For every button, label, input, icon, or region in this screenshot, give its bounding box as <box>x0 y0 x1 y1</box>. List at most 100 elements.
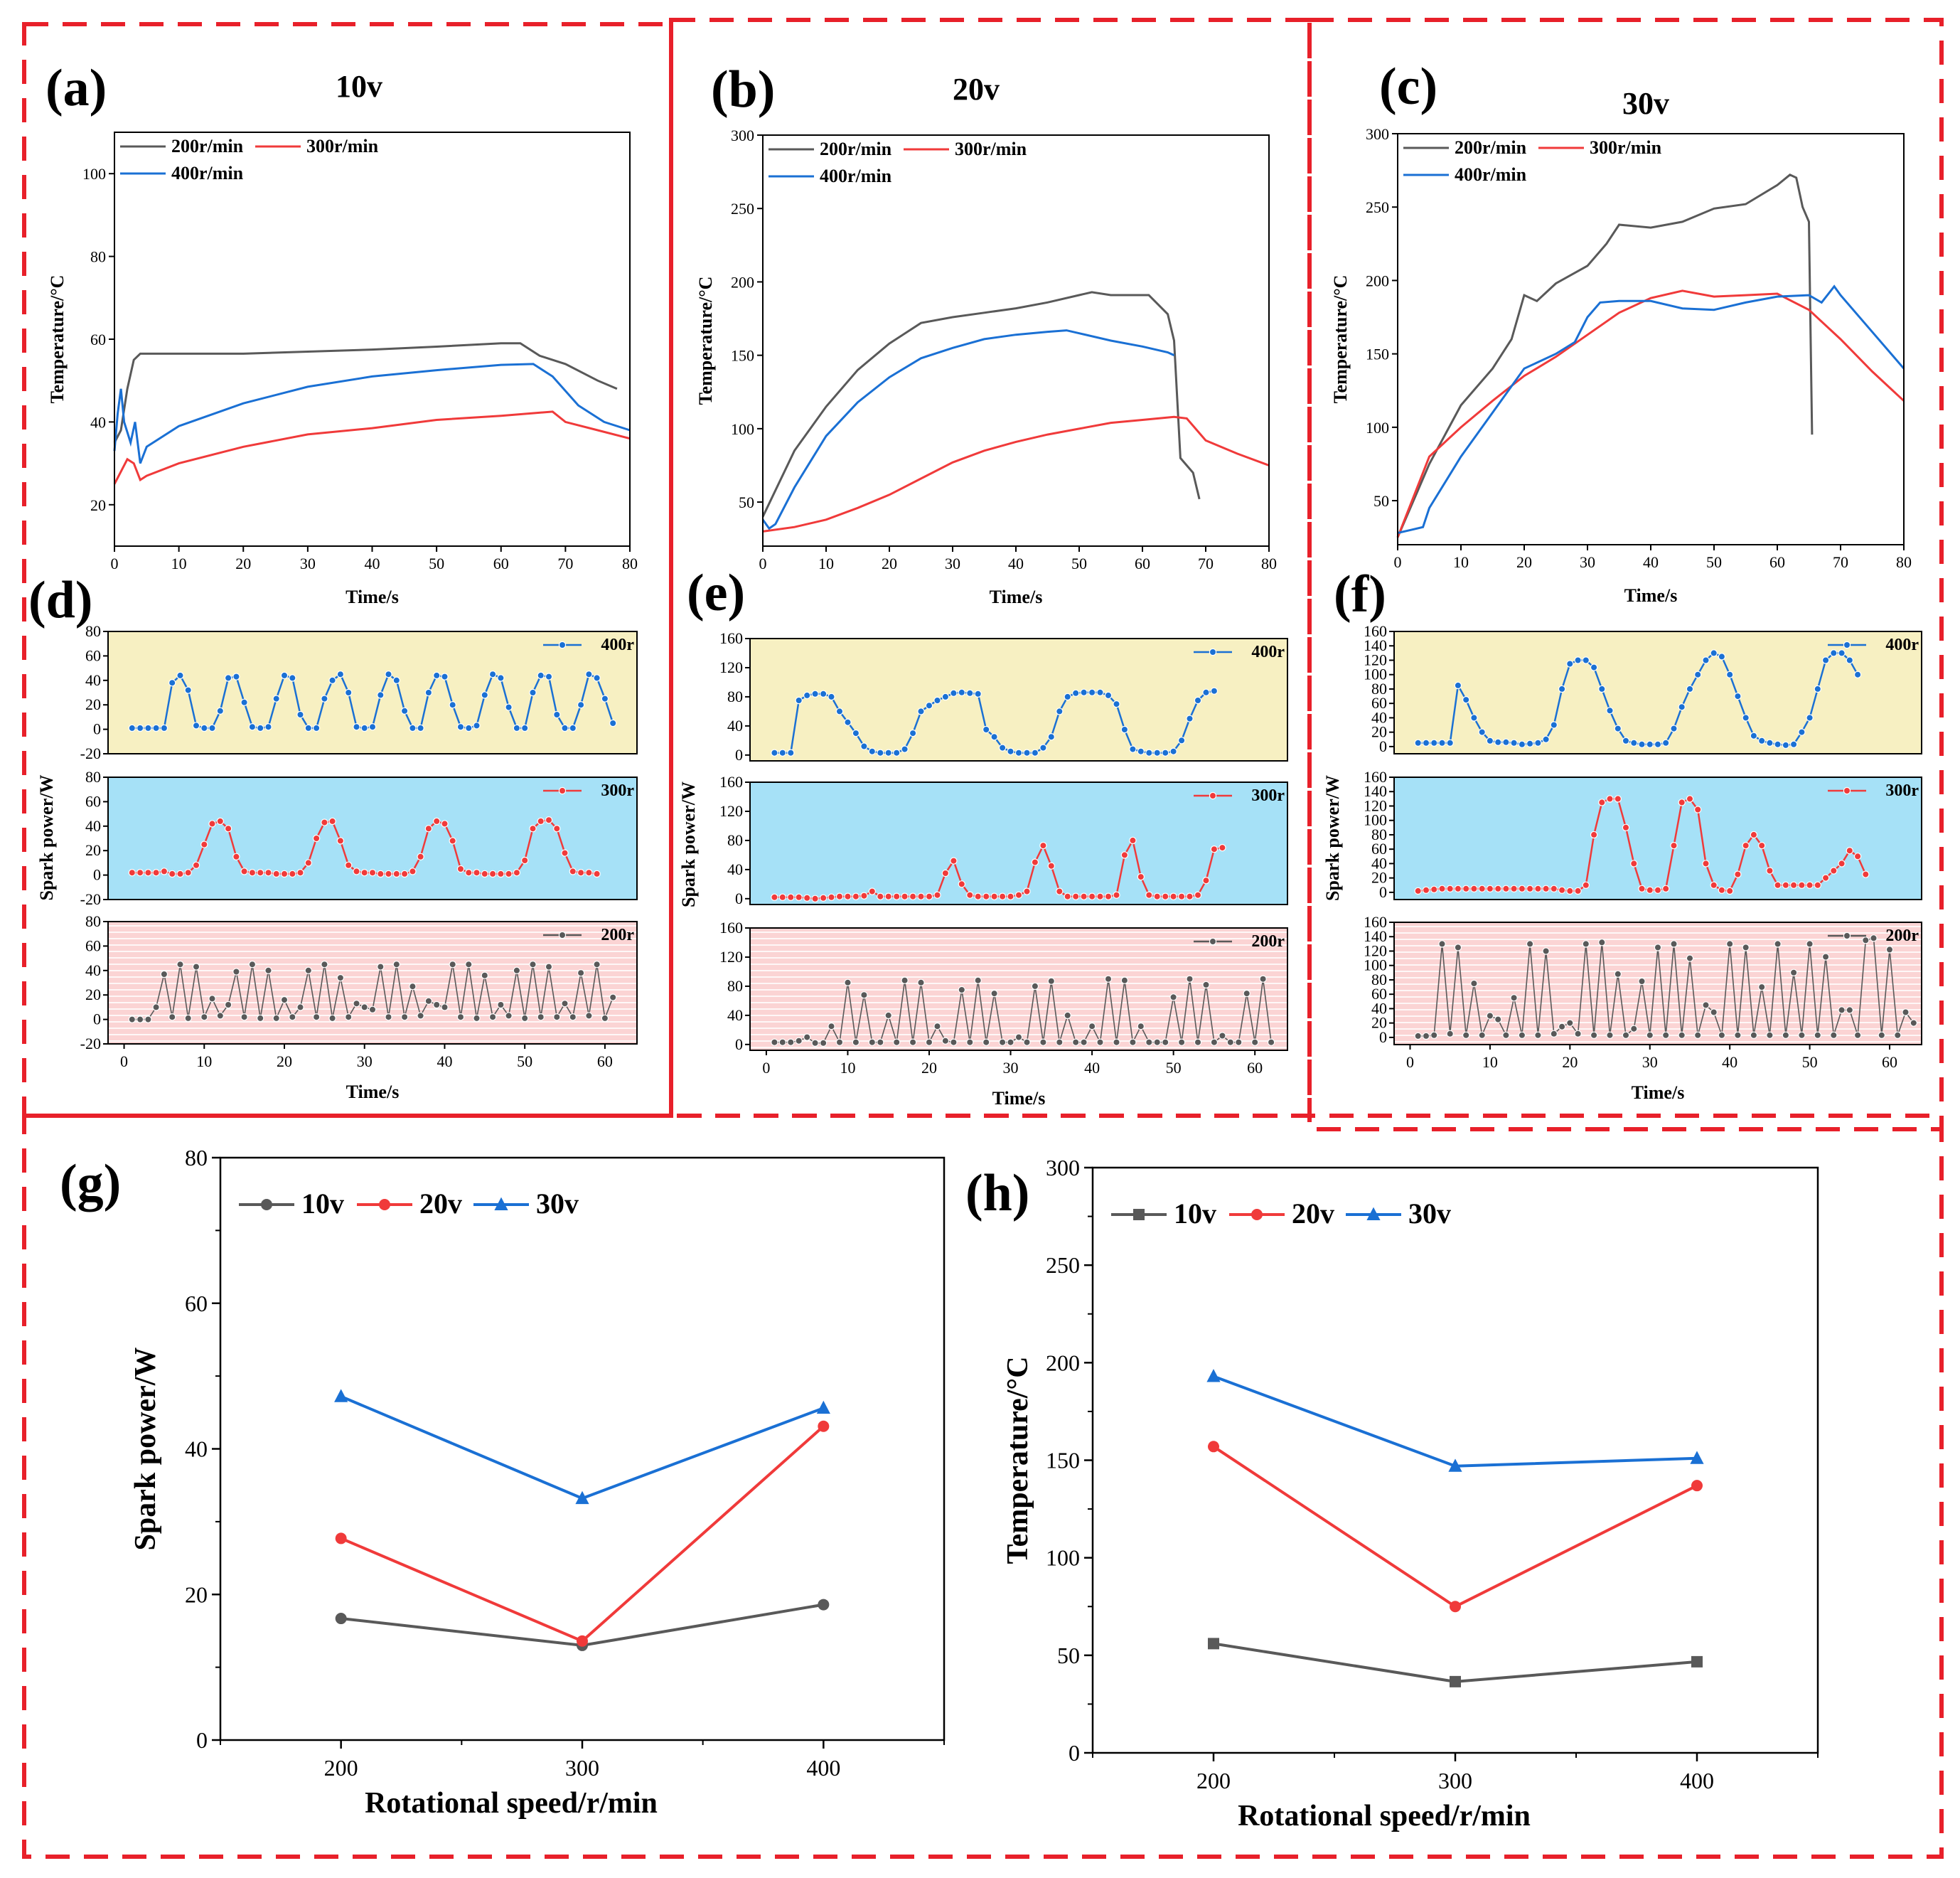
data-point <box>1486 885 1494 893</box>
data-point <box>1047 977 1056 985</box>
panel-label-e: (e) <box>687 564 745 622</box>
data-point <box>1080 688 1088 697</box>
data-point <box>1534 885 1542 893</box>
data-point <box>1558 685 1566 693</box>
data-point <box>1702 860 1710 868</box>
data-point <box>1678 1031 1686 1040</box>
data-point <box>216 817 224 826</box>
legend-entry-30v: 30v <box>1346 1197 1451 1229</box>
data-point <box>1031 982 1039 991</box>
x-tick-label: 50 <box>1071 555 1087 572</box>
data-point-circle <box>577 1635 588 1647</box>
data-point <box>1080 892 1088 900</box>
data-point <box>958 688 966 697</box>
data-point-circle <box>335 1532 347 1544</box>
data-point <box>950 857 958 865</box>
x-tick-label: 50 <box>517 1052 532 1070</box>
data-point <box>1226 1038 1235 1046</box>
data-point <box>1661 885 1670 893</box>
data-point <box>966 689 974 698</box>
data-point <box>312 834 321 843</box>
data-point <box>1757 983 1766 991</box>
chart-b: 0 10 20 30 40 50 60 70 80 50 100 150 200 250 300 Time/s… <box>695 127 1277 607</box>
data-point <box>1574 656 1582 664</box>
data-point <box>417 724 424 732</box>
data-point <box>409 982 417 991</box>
data-point <box>1502 1031 1510 1040</box>
data-point <box>1454 681 1462 690</box>
data-point <box>1742 841 1750 850</box>
data-point <box>1153 892 1161 900</box>
data-point <box>990 732 998 741</box>
data-point <box>1838 649 1846 657</box>
legend-marker <box>1843 932 1851 940</box>
data-point <box>353 723 360 731</box>
data-point <box>1614 725 1622 732</box>
legend-label: 300r/min <box>306 136 379 156</box>
data-point <box>289 870 296 878</box>
chart-g: 200 300 400 0 20 40 60 80 Rotational speed/r/min… <box>129 1145 946 1820</box>
data-point <box>1526 740 1534 748</box>
data-point <box>1486 737 1494 745</box>
data-point <box>529 688 537 697</box>
panel-label-f: (f) <box>1334 565 1386 624</box>
y-axis-title: Spark power/W <box>36 775 57 901</box>
y-tick-label: 80 <box>85 768 101 786</box>
data-point <box>272 870 280 878</box>
data-point <box>216 1012 224 1020</box>
y-tick-label: 50 <box>1057 1643 1080 1668</box>
data-point <box>819 690 828 698</box>
data-point <box>1177 892 1186 900</box>
y-tick-label: 40 <box>1371 999 1387 1017</box>
subplot-300r: 0 40 80 120 160 300r <box>719 773 1288 907</box>
data-point <box>1661 1031 1670 1040</box>
data-point <box>1502 738 1510 747</box>
data-point <box>1186 892 1194 900</box>
legend-label: 400r <box>1885 636 1919 654</box>
data-point <box>328 676 336 685</box>
data-point <box>974 892 982 900</box>
x-tick-label: 0 <box>762 1059 770 1077</box>
data-point <box>1454 944 1462 951</box>
y-tick-label: 20 <box>1371 1014 1387 1032</box>
data-point <box>909 892 917 900</box>
y-axis-title: Temperature/°C <box>1002 1356 1034 1564</box>
data-point <box>321 960 328 969</box>
data-point <box>368 868 377 877</box>
data-point <box>224 824 232 833</box>
y-tick-label: 120 <box>719 802 743 820</box>
data-point <box>336 837 345 845</box>
data-point <box>488 870 497 878</box>
legend-marker <box>558 931 567 939</box>
chart-c: 0 10 20 30 40 50 60 70 80 50 100 150 200 250 300 Time/s… <box>1330 125 1912 606</box>
data-point <box>1023 1038 1031 1046</box>
x-tick-label: 300 <box>1438 1768 1472 1793</box>
data-point <box>1153 749 1161 757</box>
data-point <box>360 868 368 877</box>
data-point <box>144 868 152 877</box>
legend-label: 200r <box>1251 932 1285 951</box>
x-tick-label: 80 <box>1896 553 1912 571</box>
y-tick-label: 120 <box>1364 941 1387 959</box>
data-point-circle <box>1450 1601 1461 1613</box>
data-point <box>1798 1031 1806 1040</box>
data-point <box>304 724 312 732</box>
y-tick-label: 80 <box>1371 826 1387 843</box>
data-point <box>803 894 811 902</box>
data-point <box>488 1013 497 1021</box>
y-tick-label: 50 <box>1373 492 1389 510</box>
series-line-300r-min <box>113 410 631 485</box>
x-tick-label: 70 <box>1833 553 1848 571</box>
data-point <box>497 870 505 878</box>
data-point <box>1145 891 1153 899</box>
data-point <box>1478 1031 1486 1040</box>
data-point <box>1638 885 1646 893</box>
y-tick-label: 40 <box>85 671 101 689</box>
data-point <box>553 710 561 719</box>
data-point <box>1161 749 1169 757</box>
data-point <box>1031 858 1039 866</box>
data-point <box>441 673 449 681</box>
y-tick-label: 80 <box>85 622 101 640</box>
data-point <box>1606 1031 1614 1040</box>
